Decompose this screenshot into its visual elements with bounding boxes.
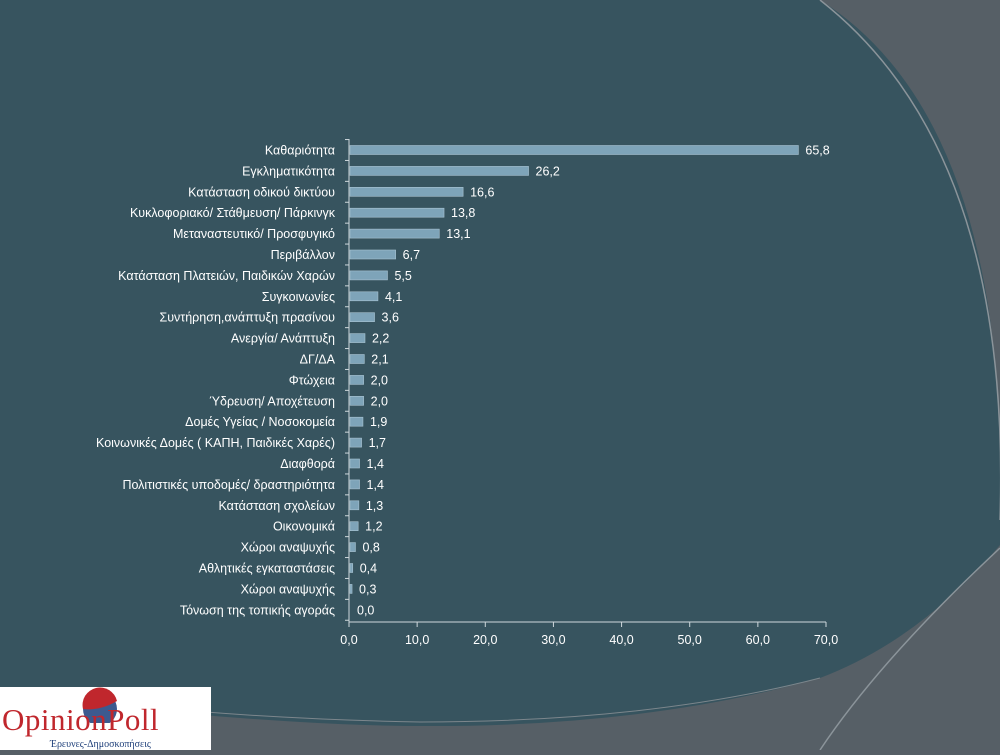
category-label: ΔΓ/ΔΑ — [300, 353, 336, 367]
value-labels: 65,8 26,2 16,6 13,8 13,1 6,7 5,5 4,1 3,6 2,2 2,1 2,… — [357, 144, 830, 618]
bar — [349, 291, 379, 302]
value-label: 1,7 — [369, 436, 386, 450]
value-label: 2,2 — [372, 332, 389, 346]
x-tick-label: 20,0 — [473, 633, 497, 647]
x-tick-label: 50,0 — [678, 633, 702, 647]
category-labels: Καθαριότητα Εγκληματικότητα Κατάσταση οδικ… — [96, 144, 336, 618]
value-label: 0,4 — [360, 562, 377, 576]
chart-axes: 0,0 10,0 20,0 30,0 40,0 50,0 60,0 70,0 — [340, 139, 838, 647]
logo-wordmark: OpinionPoll — [2, 702, 160, 737]
category-label: Τόνωση της τοπικής αγοράς — [180, 603, 335, 617]
category-label: Κατάσταση οδικού δικτύου — [188, 185, 335, 199]
bar — [349, 312, 375, 323]
value-label: 1,9 — [370, 415, 387, 429]
category-label: Αθλητικές εγκαταστάσεις — [199, 562, 335, 576]
bar — [349, 270, 388, 281]
category-label: Κυκλοφοριακό/ Στάθμευση/ Πάρκινγκ — [130, 206, 336, 220]
bar — [349, 395, 364, 406]
x-tick-label: 30,0 — [541, 633, 565, 647]
value-label: 2,1 — [371, 353, 388, 367]
bar — [349, 584, 353, 594]
chart-bars — [349, 145, 799, 594]
value-label: 2,0 — [371, 394, 388, 408]
bar — [349, 563, 354, 573]
bar — [349, 187, 464, 197]
bar — [349, 375, 364, 385]
bar — [349, 249, 396, 260]
category-label: Οικονομικά — [273, 520, 335, 534]
value-label: 0,0 — [357, 603, 374, 617]
bar — [349, 145, 799, 155]
bar — [349, 416, 364, 427]
category-label: Περιβάλλον — [271, 248, 335, 262]
category-label: Συγκοινωνίες — [262, 290, 335, 304]
value-label: 1,3 — [366, 499, 383, 513]
category-label: Κατάσταση Πλατειών, Παιδικών Χαρών — [118, 269, 335, 283]
bar — [349, 354, 365, 364]
x-tick-label: 60,0 — [746, 633, 770, 647]
x-tick-label: 10,0 — [405, 633, 429, 647]
category-label: Διαφθορά — [280, 457, 335, 471]
value-label: 0,3 — [359, 582, 376, 596]
value-label: 26,2 — [536, 164, 560, 178]
category-label: Μεταναστευτικό/ Προσφυγικό — [173, 227, 335, 241]
value-label: 3,6 — [382, 311, 399, 325]
bar — [349, 500, 360, 511]
category-label: Κοινωνικές Δομές ( ΚΑΠΗ, Παιδικές Χαρές) — [96, 436, 335, 450]
background-arc-bottom — [819, 547, 1000, 751]
opinionpoll-logo: OpinionPoll Έρευνες-Δημοσκοπήσεις — [0, 687, 211, 750]
value-label: 16,6 — [470, 185, 494, 199]
category-label: Εγκληματικότητα — [242, 164, 335, 178]
bar — [349, 458, 360, 469]
background-panel — [0, 0, 1000, 727]
bar — [349, 166, 529, 176]
value-label: 65,8 — [805, 144, 829, 158]
bar — [349, 542, 356, 552]
category-label: Χώροι αναψυχής — [241, 541, 335, 555]
category-label: Ανεργία/ Ανάπτυξη — [231, 332, 335, 346]
category-label: Φτώχεια — [289, 373, 335, 387]
value-label: 6,7 — [403, 248, 420, 262]
value-label: 1,2 — [365, 520, 382, 534]
bar — [349, 333, 366, 343]
category-label: Ύδρευση/ Αποχέτευση — [209, 394, 335, 408]
category-label: Κατάσταση σχολείων — [218, 499, 335, 513]
value-label: 5,5 — [394, 269, 411, 283]
bar — [349, 479, 360, 490]
x-tick-label: 70,0 — [814, 633, 838, 647]
category-label: Καθαριότητα — [265, 144, 335, 158]
logo-globe-red — [82, 687, 117, 710]
category-label: Χώροι αναψυχής — [241, 582, 335, 596]
value-label: 1,4 — [367, 457, 384, 471]
value-label: 2,0 — [371, 373, 388, 387]
bar — [349, 437, 362, 448]
value-label: 1,4 — [367, 478, 384, 492]
value-label: 0,8 — [362, 541, 379, 555]
value-label: 13,8 — [451, 206, 475, 220]
background-arc-top — [819, 0, 1000, 520]
logo-globe-icon — [82, 687, 117, 723]
x-tick-label: 0,0 — [340, 633, 357, 647]
logo-tagline: Έρευνες-Δημοσκοπήσεις — [50, 739, 151, 750]
category-label: Συντήρηση,ανάπτυξη πρασίνου — [159, 311, 335, 325]
bar — [349, 521, 359, 532]
value-label: 13,1 — [446, 227, 470, 241]
category-label: Δομές Υγείας / Νοσοκομεία — [185, 415, 335, 429]
value-label: 4,1 — [385, 290, 402, 304]
bar — [349, 207, 445, 218]
bar — [349, 228, 440, 239]
x-tick-label: 40,0 — [609, 633, 633, 647]
category-label: Πολιτιστικές υποδομές/ δραστηριότητα — [122, 478, 335, 492]
